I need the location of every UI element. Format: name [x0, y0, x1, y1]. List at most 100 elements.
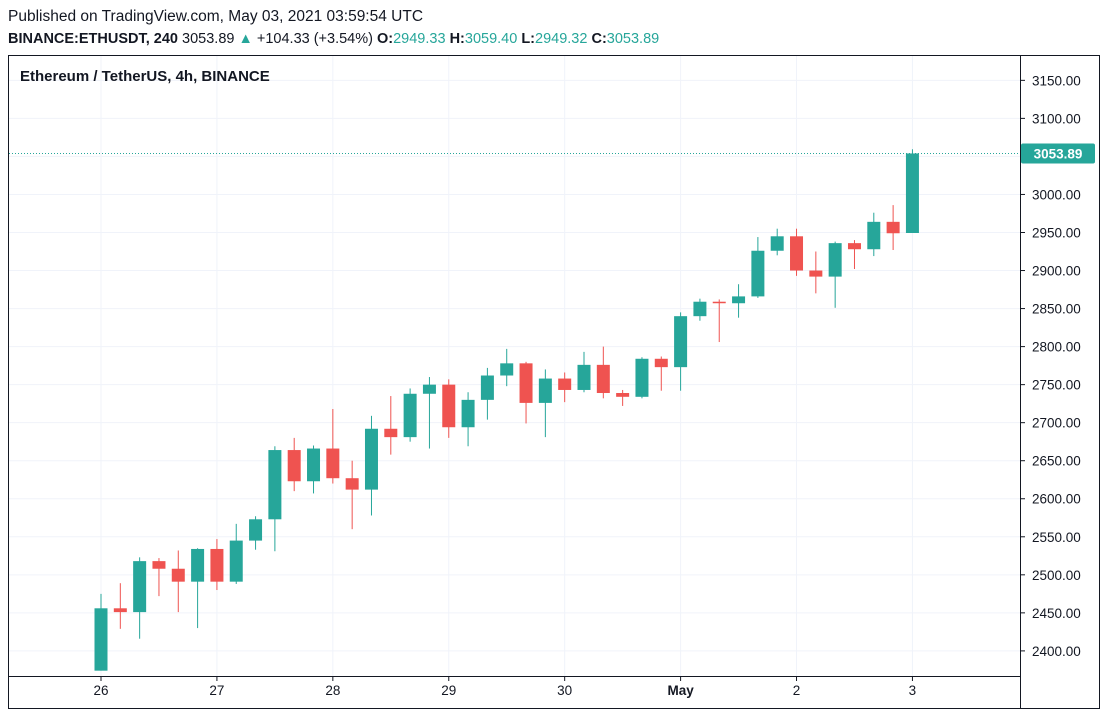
- candle[interactable]: [287, 437, 301, 492]
- candle-body: [442, 384, 456, 428]
- candle[interactable]: [480, 367, 494, 420]
- candle-body: [326, 448, 340, 479]
- candle-body: [712, 301, 726, 304]
- candle[interactable]: [345, 460, 359, 530]
- candlestick-chart[interactable]: 2400.00 2450.00 2500.00 2550.00 2600.00 2650.…: [8, 55, 1100, 709]
- candle-body: [210, 548, 224, 582]
- high-label: H:: [449, 31, 465, 47]
- candle[interactable]: [94, 593, 108, 671]
- last-price-tag: [1021, 143, 1095, 164]
- candle[interactable]: [674, 312, 688, 391]
- candle[interactable]: [249, 516, 263, 550]
- candle-body: [171, 568, 185, 582]
- candle-body: [751, 250, 765, 297]
- candle[interactable]: [519, 361, 533, 424]
- candle-body: [191, 548, 205, 582]
- time-tick-label: 27: [209, 683, 224, 698]
- up-arrow-icon: ▲: [238, 31, 253, 47]
- candle[interactable]: [751, 237, 765, 298]
- candle[interactable]: [809, 251, 823, 294]
- chart-container[interactable]: 2400.00 2450.00 2500.00 2550.00 2600.00 2650.…: [8, 55, 1100, 709]
- time-axis[interactable]: 26 27 28 29 30 May 2 3: [93, 676, 916, 698]
- time-tick-label: 26: [93, 683, 108, 698]
- price-axis[interactable]: 2400.00 2450.00 2500.00 2550.00 2600.00 2650.…: [1020, 73, 1081, 659]
- candle[interactable]: [442, 379, 456, 438]
- ticker-line: BINANCE:ETHUSDT, 240 3053.89 ▲ +104.33 (…: [8, 28, 1098, 50]
- price-tick-label: 2550.00: [1032, 530, 1081, 545]
- candle-body: [770, 236, 784, 251]
- time-tick-label: 2: [793, 683, 801, 698]
- candle[interactable]: [500, 348, 514, 387]
- candle[interactable]: [171, 550, 185, 613]
- candle[interactable]: [558, 372, 572, 403]
- candle[interactable]: [326, 408, 340, 484]
- candle[interactable]: [635, 357, 649, 399]
- price-tick-label: 2450.00: [1032, 606, 1081, 621]
- candle[interactable]: [538, 369, 552, 438]
- time-tick-label: May: [667, 683, 694, 698]
- high-value: 3059.40: [464, 31, 518, 47]
- price-tick-label: 2650.00: [1032, 454, 1081, 469]
- candle[interactable]: [732, 284, 746, 318]
- candle-body: [229, 540, 243, 582]
- price-tick-label: 2750.00: [1032, 378, 1081, 393]
- candle[interactable]: [133, 557, 147, 639]
- candle[interactable]: [384, 396, 398, 455]
- candle[interactable]: [847, 240, 861, 270]
- candle-body: [403, 393, 417, 438]
- candle[interactable]: [307, 445, 321, 494]
- price-tick-label: 2700.00: [1032, 416, 1081, 431]
- candle[interactable]: [268, 446, 282, 552]
- candle-body: [500, 363, 514, 376]
- candle[interactable]: [191, 548, 205, 629]
- candle-body: [268, 450, 282, 520]
- candle-body: [828, 243, 842, 277]
- candle-body: [886, 221, 900, 234]
- candle[interactable]: [596, 346, 610, 399]
- low-value: 2949.32: [535, 31, 588, 47]
- low-label: L:: [521, 31, 536, 47]
- candle-body: [693, 301, 707, 317]
- candle-body: [558, 378, 572, 390]
- candle[interactable]: [770, 228, 784, 256]
- chart-title: Ethereum / TetherUS, 4h, BINANCE: [20, 68, 270, 85]
- candle[interactable]: [152, 558, 166, 597]
- price-tick-label: 3150.00: [1032, 73, 1081, 88]
- candle-body: [345, 478, 359, 490]
- candle[interactable]: [654, 356, 668, 391]
- candle[interactable]: [616, 389, 630, 406]
- candle[interactable]: [403, 388, 417, 442]
- candle-body: [867, 221, 881, 250]
- candle-body: [384, 428, 398, 438]
- candle-body: [538, 378, 552, 403]
- candle[interactable]: [229, 523, 243, 584]
- price-tick-label: 3000.00: [1032, 187, 1081, 202]
- candle-body: [577, 364, 591, 390]
- chart-header: Published on TradingView.com, May 03, 20…: [8, 6, 1098, 50]
- candle[interactable]: [422, 377, 436, 449]
- candle[interactable]: [577, 351, 591, 393]
- symbol: BINANCE:ETHUSDT, 240: [8, 31, 178, 47]
- price-tick-label: 2950.00: [1032, 225, 1081, 240]
- candle[interactable]: [886, 205, 900, 250]
- chart-border: [8, 55, 1100, 709]
- candle[interactable]: [461, 392, 475, 447]
- price-tick-label: 2400.00: [1032, 644, 1081, 659]
- candle[interactable]: [790, 228, 804, 276]
- candle-body: [480, 375, 494, 400]
- candle-body: [113, 608, 127, 613]
- open-value: 2949.33: [393, 31, 446, 47]
- price-tick-label: 2600.00: [1032, 492, 1081, 507]
- candle[interactable]: [828, 241, 842, 308]
- candle[interactable]: [113, 583, 127, 629]
- candle[interactable]: [867, 212, 881, 257]
- candle[interactable]: [210, 539, 224, 591]
- price-tick-label: 2850.00: [1032, 302, 1081, 317]
- price-change: +104.33 (+3.54%): [256, 31, 373, 47]
- time-tick-label: 30: [557, 683, 572, 698]
- candle[interactable]: [693, 298, 707, 321]
- candle-body: [307, 448, 321, 482]
- candle[interactable]: [712, 299, 726, 343]
- candle[interactable]: [905, 149, 919, 234]
- candle[interactable]: [364, 415, 378, 516]
